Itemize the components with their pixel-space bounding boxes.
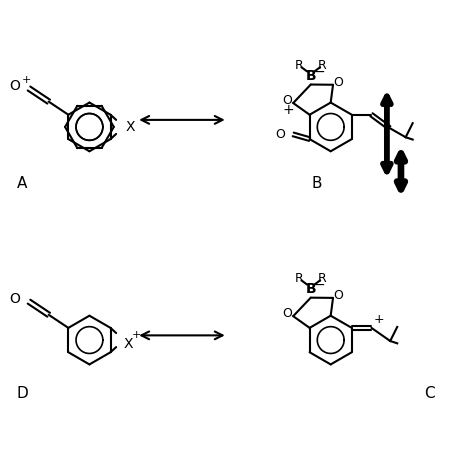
Text: D: D [17, 386, 28, 401]
Text: −: − [313, 64, 325, 78]
Text: +: + [283, 103, 294, 117]
Text: R: R [295, 59, 303, 72]
Text: +: + [132, 330, 141, 340]
Text: O: O [9, 79, 20, 93]
Text: R: R [318, 273, 327, 285]
Text: R: R [318, 59, 327, 72]
Text: O: O [283, 307, 292, 320]
Text: C: C [424, 386, 435, 401]
Text: B: B [305, 282, 316, 296]
Text: X: X [124, 337, 134, 351]
Text: A: A [17, 176, 27, 191]
Text: +: + [373, 313, 384, 326]
Text: B: B [312, 176, 322, 191]
Text: X: X [126, 120, 135, 134]
Text: R: R [295, 273, 303, 285]
Text: O: O [334, 289, 344, 302]
Text: O: O [9, 292, 20, 306]
Text: O: O [275, 128, 285, 141]
Text: −: − [313, 278, 325, 292]
Text: +: + [22, 75, 31, 85]
Text: O: O [334, 76, 344, 89]
Text: O: O [283, 94, 292, 107]
Text: B: B [305, 69, 316, 83]
